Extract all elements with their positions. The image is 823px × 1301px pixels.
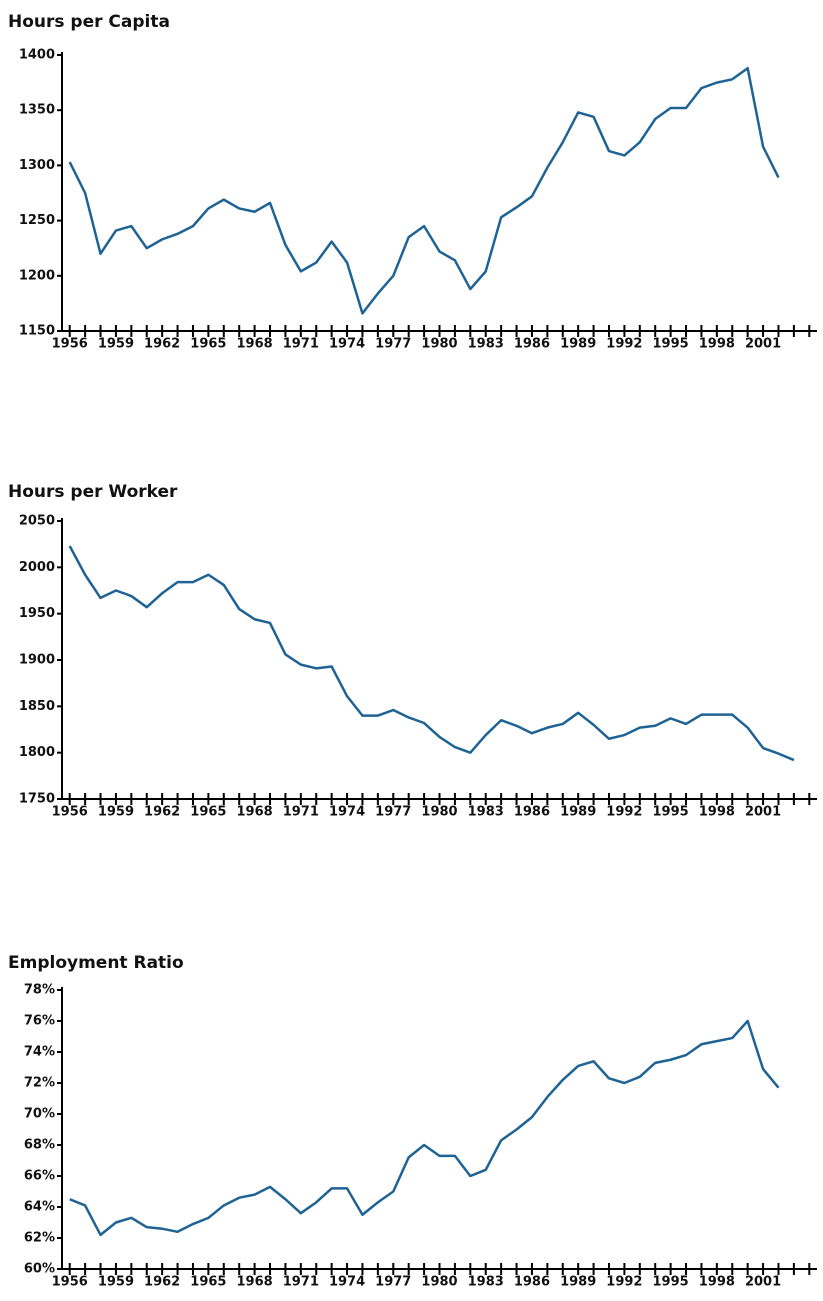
y-tick-label: 1950 xyxy=(19,606,55,621)
y-tick-label: 78% xyxy=(24,983,55,998)
x-tick-label: 1983 xyxy=(468,337,504,352)
x-tick-label: 1959 xyxy=(98,337,134,352)
x-tick-label: 1956 xyxy=(52,805,88,820)
y-tick-label: 1850 xyxy=(19,699,55,714)
x-tick-label: 1995 xyxy=(653,337,689,352)
x-tick-label: 1965 xyxy=(190,805,226,820)
y-tick-label: 66% xyxy=(24,1169,55,1184)
x-tick-label: 1989 xyxy=(560,1275,596,1290)
x-tick-label: 1974 xyxy=(329,337,365,352)
y-tick-label: 76% xyxy=(24,1014,55,1029)
y-tick-label: 1200 xyxy=(19,268,55,283)
x-tick-label: 1977 xyxy=(375,1275,411,1290)
x-tick-label: 1977 xyxy=(375,337,411,352)
x-tick-label: 1962 xyxy=(144,805,180,820)
x-tick-label: 1959 xyxy=(98,1275,134,1290)
x-tick-label: 1974 xyxy=(329,805,365,820)
y-tick-label: 60% xyxy=(24,1262,55,1277)
x-tick-label: 1956 xyxy=(52,1275,88,1290)
chart-title: Hours per Capita xyxy=(8,12,170,32)
y-tick-label: 2000 xyxy=(19,560,55,575)
chart-title: Hours per Worker xyxy=(8,482,178,502)
y-tick-label: 70% xyxy=(24,1107,55,1122)
data-line xyxy=(68,545,795,762)
x-tick-label: 1995 xyxy=(653,1275,689,1290)
x-tick-label: 1980 xyxy=(421,805,457,820)
x-tick-label: 2001 xyxy=(745,1275,781,1290)
x-tick-label: 1986 xyxy=(514,337,550,352)
x-tick-label: 1971 xyxy=(283,805,319,820)
y-tick-label: 1750 xyxy=(19,792,55,807)
y-tick-label: 1250 xyxy=(19,213,55,228)
x-tick-label: 1986 xyxy=(514,805,550,820)
x-tick-label: 1962 xyxy=(144,1275,180,1290)
x-tick-label: 1983 xyxy=(468,1275,504,1290)
chart-title: Employment Ratio xyxy=(8,953,184,973)
x-tick-label: 1977 xyxy=(375,805,411,820)
x-tick-label: 1959 xyxy=(98,805,134,820)
x-tick-label: 1971 xyxy=(283,337,319,352)
x-tick-label: 1956 xyxy=(52,337,88,352)
y-tick-label: 1300 xyxy=(19,158,55,173)
data-line xyxy=(68,67,780,315)
y-tick-label: 1400 xyxy=(19,48,55,63)
x-tick-label: 1980 xyxy=(421,337,457,352)
x-tick-label: 1968 xyxy=(237,805,273,820)
x-tick-label: 1998 xyxy=(699,1275,735,1290)
x-tick-label: 1992 xyxy=(606,337,642,352)
y-tick-label: 2050 xyxy=(19,514,55,529)
x-tick-label: 1971 xyxy=(283,1275,319,1290)
x-tick-label: 1974 xyxy=(329,1275,365,1290)
x-tick-label: 1998 xyxy=(699,337,735,352)
x-tick-label: 1962 xyxy=(144,337,180,352)
x-tick-label: 1965 xyxy=(190,1275,226,1290)
x-tick-label: 2001 xyxy=(745,337,781,352)
x-tick-label: 1986 xyxy=(514,1275,550,1290)
x-tick-label: 1992 xyxy=(606,1275,642,1290)
x-tick-label: 1995 xyxy=(653,805,689,820)
y-tick-label: 74% xyxy=(24,1045,55,1060)
y-tick-label: 64% xyxy=(24,1200,55,1215)
x-tick-label: 1968 xyxy=(237,1275,273,1290)
y-tick-label: 1350 xyxy=(19,103,55,118)
x-tick-label: 1965 xyxy=(190,337,226,352)
y-tick-label: 1900 xyxy=(19,653,55,668)
x-tick-label: 1989 xyxy=(560,337,596,352)
y-tick-label: 1150 xyxy=(19,324,55,339)
x-tick-label: 1992 xyxy=(606,805,642,820)
x-tick-label: 2001 xyxy=(745,805,781,820)
x-tick-label: 1980 xyxy=(421,1275,457,1290)
y-tick-label: 1800 xyxy=(19,745,55,760)
x-tick-label: 1989 xyxy=(560,805,596,820)
y-tick-label: 68% xyxy=(24,1138,55,1153)
x-tick-label: 1968 xyxy=(237,337,273,352)
x-tick-label: 1998 xyxy=(699,805,735,820)
y-tick-label: 62% xyxy=(24,1231,55,1246)
x-tick-label: 1983 xyxy=(468,805,504,820)
data-line xyxy=(69,1019,780,1237)
y-tick-label: 72% xyxy=(24,1076,55,1091)
